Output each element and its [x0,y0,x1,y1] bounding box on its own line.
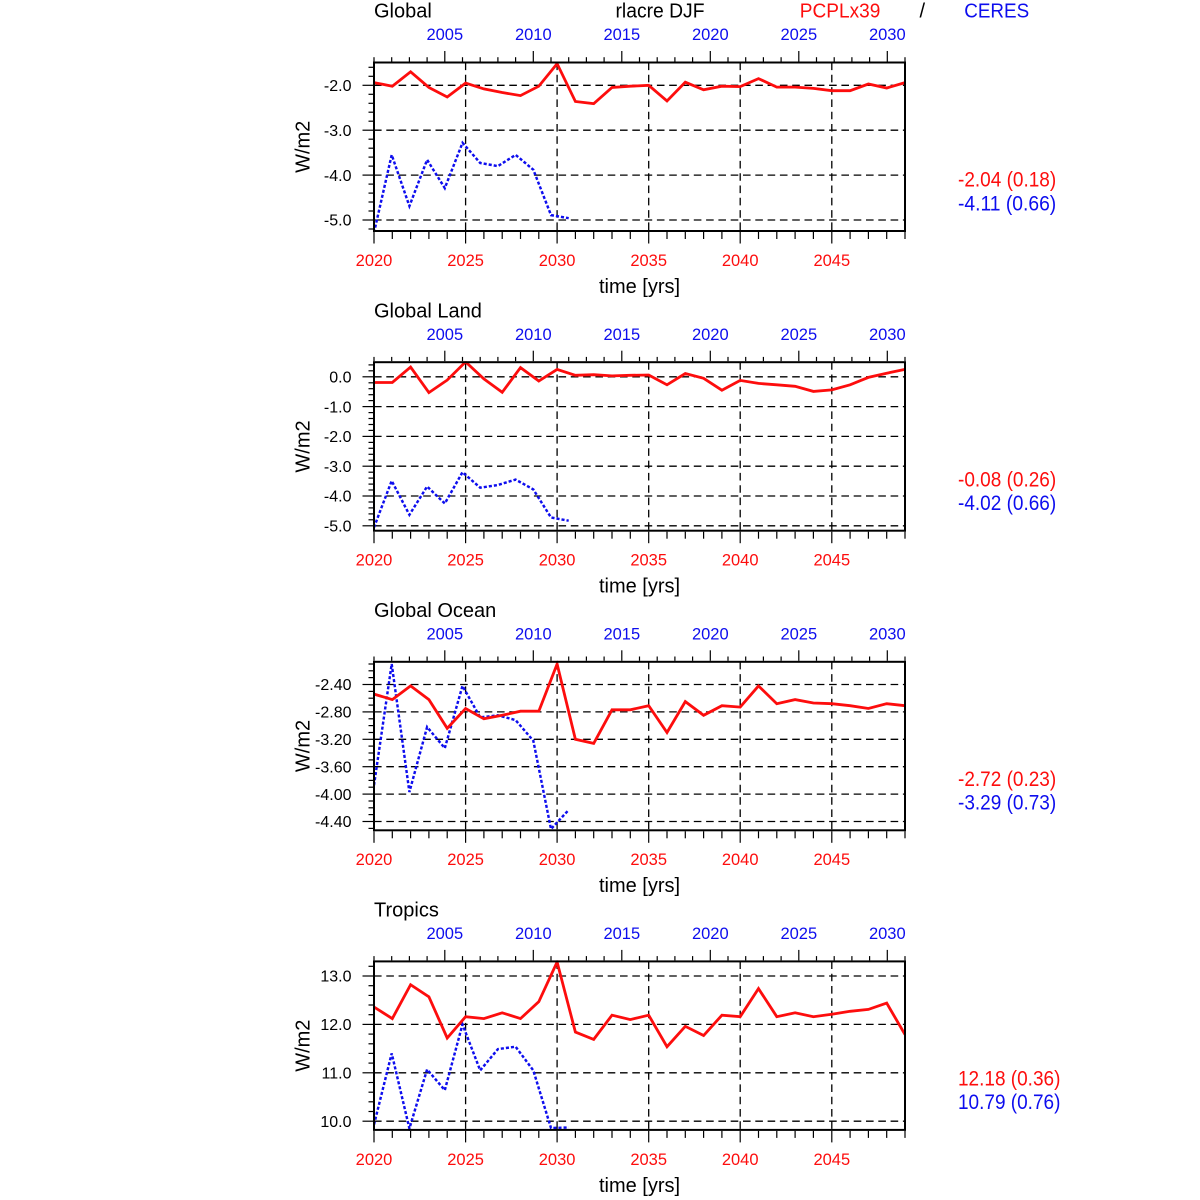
svg-text:-4.40: -4.40 [315,814,352,831]
svg-text:2045: 2045 [813,252,850,270]
svg-text:2025: 2025 [780,326,817,344]
svg-text:W/m2: W/m2 [293,1020,315,1072]
svg-text:12.18 (0.36): 12.18 (0.36) [958,1068,1060,1091]
svg-text:Global Ocean: Global Ocean [374,600,496,622]
svg-text:2045: 2045 [813,851,850,869]
svg-text:Global: Global [374,1,432,23]
svg-text:2020: 2020 [692,26,729,44]
svg-text:time [yrs]: time [yrs] [599,276,680,298]
svg-text:2025: 2025 [780,925,817,943]
svg-text:-4.11 (0.66): -4.11 (0.66) [958,192,1056,215]
svg-text:2005: 2005 [426,26,463,44]
svg-text:-2.80: -2.80 [315,705,352,722]
svg-text:2020: 2020 [692,626,729,644]
svg-text:W/m2: W/m2 [293,720,315,772]
svg-text:-3.29 (0.73): -3.29 (0.73) [958,792,1056,815]
svg-text:2025: 2025 [447,1151,484,1169]
svg-text:PCPLx39: PCPLx39 [800,1,881,23]
svg-text:2005: 2005 [426,925,463,943]
svg-text:2040: 2040 [722,252,759,270]
svg-text:0.0: 0.0 [329,370,351,387]
svg-text:13.0: 13.0 [320,969,351,986]
svg-text:-4.0: -4.0 [324,489,352,506]
svg-text:2030: 2030 [539,252,576,270]
svg-text:2030: 2030 [539,552,576,570]
svg-text:-5.0: -5.0 [324,519,352,536]
svg-text:-3.0: -3.0 [324,459,352,476]
svg-text:-2.40: -2.40 [315,677,352,694]
svg-text:W/m2: W/m2 [293,420,315,472]
svg-text:time [yrs]: time [yrs] [599,576,680,598]
svg-text:2025: 2025 [447,851,484,869]
svg-text:time [yrs]: time [yrs] [599,1175,680,1197]
svg-text:2035: 2035 [630,252,667,270]
svg-text:2025: 2025 [780,26,817,44]
svg-text:-2.04 (0.18): -2.04 (0.18) [958,169,1056,192]
svg-text:-4.00: -4.00 [315,787,352,804]
svg-text:2010: 2010 [515,26,552,44]
svg-text:2020: 2020 [692,326,729,344]
svg-text:2025: 2025 [447,252,484,270]
svg-text:-1.0: -1.0 [324,399,352,416]
svg-text:2030: 2030 [539,1151,576,1169]
svg-text:2025: 2025 [447,552,484,570]
svg-text:2045: 2045 [813,552,850,570]
svg-text:-3.20: -3.20 [315,732,352,749]
svg-text:2045: 2045 [813,1151,850,1169]
svg-text:/: / [920,1,926,23]
svg-text:2005: 2005 [426,626,463,644]
svg-text:2030: 2030 [869,326,906,344]
svg-text:-2.0: -2.0 [324,429,352,446]
svg-text:-0.08 (0.26): -0.08 (0.26) [958,468,1056,491]
svg-text:-2.0: -2.0 [324,78,352,95]
svg-text:10.79 (0.76): 10.79 (0.76) [958,1091,1060,1114]
svg-text:2030: 2030 [869,925,906,943]
svg-text:CERES: CERES [964,1,1029,23]
svg-text:-4.02 (0.66): -4.02 (0.66) [958,492,1056,515]
svg-text:2040: 2040 [722,851,759,869]
svg-text:-3.0: -3.0 [324,123,352,140]
svg-text:2015: 2015 [603,626,640,644]
svg-text:12.0: 12.0 [320,1017,351,1034]
svg-text:2015: 2015 [603,326,640,344]
svg-text:Global Land: Global Land [374,300,482,322]
svg-text:2020: 2020 [692,925,729,943]
svg-text:-5.0: -5.0 [324,213,352,230]
svg-text:-4.0: -4.0 [324,168,352,185]
svg-text:2035: 2035 [630,552,667,570]
svg-text:-2.72 (0.23): -2.72 (0.23) [958,768,1056,791]
svg-text:2020: 2020 [356,252,393,270]
svg-text:2030: 2030 [869,626,906,644]
svg-text:-3.60: -3.60 [315,759,352,776]
svg-text:2040: 2040 [722,1151,759,1169]
svg-text:2015: 2015 [603,925,640,943]
svg-text:2010: 2010 [515,626,552,644]
svg-text:2020: 2020 [356,1151,393,1169]
svg-text:2005: 2005 [426,326,463,344]
svg-text:2010: 2010 [515,925,552,943]
svg-text:10.0: 10.0 [320,1114,351,1131]
svg-text:2025: 2025 [780,626,817,644]
svg-text:2030: 2030 [869,26,906,44]
svg-text:2030: 2030 [539,851,576,869]
svg-text:Tropics: Tropics [374,900,439,922]
svg-text:2035: 2035 [630,1151,667,1169]
svg-text:time [yrs]: time [yrs] [599,875,680,897]
svg-text:2015: 2015 [603,26,640,44]
svg-text:2020: 2020 [356,851,393,869]
svg-text:11.0: 11.0 [322,1066,352,1083]
svg-text:2040: 2040 [722,552,759,570]
svg-text:W/m2: W/m2 [293,121,315,173]
svg-text:2020: 2020 [356,552,393,570]
svg-text:2010: 2010 [515,326,552,344]
svg-text:2035: 2035 [630,851,667,869]
svg-text:rlacre DJF: rlacre DJF [616,1,705,23]
